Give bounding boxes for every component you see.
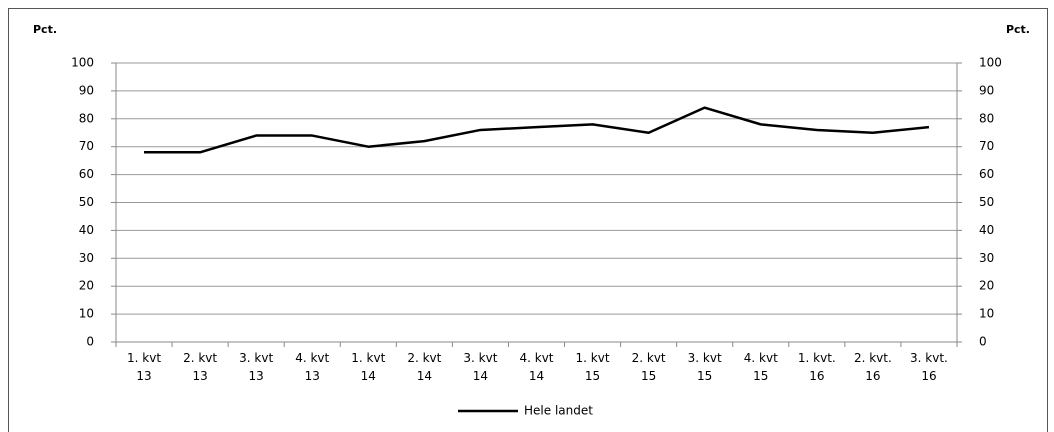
y2-tick-label: 100 <box>979 56 1002 70</box>
y2-tick-label: 80 <box>979 111 994 125</box>
x-tick-label-line: 1. kvt. <box>798 351 836 365</box>
y2-tick-label: 20 <box>979 279 994 293</box>
y2-tick-label: 40 <box>979 223 994 237</box>
x-tick-label-line: 16 <box>865 369 880 383</box>
x-tick-label-line: 2. kvt <box>183 351 217 365</box>
x-tick-label: 3. kvt. 16 <box>910 351 948 383</box>
x-tick-label-line: 2. kvt <box>407 351 441 365</box>
y-tick-label: 30 <box>79 251 94 265</box>
x-tick-label-line: 2. kvt <box>632 351 666 365</box>
x-tick-label: 2. kvt 15 <box>632 351 666 383</box>
x-tick-label-line: 3. kvt <box>463 351 497 365</box>
x-tick-label: 1. kvt 15 <box>576 351 610 383</box>
y-tick-label: 50 <box>79 195 94 209</box>
x-tick-label-line: 13 <box>305 369 320 383</box>
legend-label: Hele landet <box>524 404 593 418</box>
y-tick-label: 20 <box>79 279 94 293</box>
x-tick-label: 4. kvt 13 <box>295 351 329 383</box>
y-tick-label: 40 <box>79 223 94 237</box>
y-tick-label: 10 <box>79 307 94 321</box>
x-tick-label-line: 15 <box>585 369 600 383</box>
x-tick-label-line: 3. kvt <box>688 351 722 365</box>
y2-axis-label: Pct. <box>1006 23 1030 36</box>
x-tick-label-line: 14 <box>361 369 376 383</box>
x-tick-label-line: 2. kvt. <box>854 351 892 365</box>
x-tick-label-line: 13 <box>249 369 264 383</box>
x-tick-label: 4. kvt 14 <box>519 351 553 383</box>
y-tick-label: 80 <box>79 111 94 125</box>
x-tick-label: 1. kvt 13 <box>127 351 161 383</box>
x-tick-label: 2. kvt 13 <box>183 351 217 383</box>
x-tick-label-line: 13 <box>136 369 151 383</box>
y2-tick-label: 0 <box>979 335 987 349</box>
y-tick-label: 100 <box>71 56 94 70</box>
x-tick-label-line: 15 <box>697 369 712 383</box>
x-tick-label-line: 4. kvt <box>519 351 553 365</box>
x-tick-label: 2. kvt 14 <box>407 351 441 383</box>
x-tick-label-line: 1. kvt <box>576 351 610 365</box>
x-tick-label-line: 4. kvt <box>295 351 329 365</box>
y2-tick-label: 60 <box>979 167 994 181</box>
x-tick-label: 3. kvt 13 <box>239 351 273 383</box>
x-tick-label: 1. kvt 14 <box>351 351 385 383</box>
x-tick-label-line: 4. kvt <box>744 351 778 365</box>
y-tick-label: 70 <box>79 139 94 153</box>
y-tick-label: 60 <box>79 167 94 181</box>
y-tick-label: 0 <box>86 335 94 349</box>
x-tick-label-line: 14 <box>473 369 488 383</box>
x-tick-label: 4. kvt 15 <box>744 351 778 383</box>
y-tick-label: 90 <box>79 83 94 97</box>
x-tick-label-line: 16 <box>921 369 936 383</box>
y2-tick-label: 50 <box>979 195 994 209</box>
x-tick-label-line: 1. kvt <box>127 351 161 365</box>
x-tick-label-line: 14 <box>417 369 432 383</box>
y2-tick-label: 30 <box>979 251 994 265</box>
x-tick-label-line: 3. kvt <box>239 351 273 365</box>
x-tick-label-line: 14 <box>529 369 544 383</box>
x-tick-label-line: 1. kvt <box>351 351 385 365</box>
x-tick-label: 3. kvt 14 <box>463 351 497 383</box>
y-axis-label: Pct. <box>33 23 57 36</box>
y2-tick-label: 10 <box>979 307 994 321</box>
x-tick-label-line: 16 <box>809 369 824 383</box>
x-tick-label: 1. kvt. 16 <box>798 351 836 383</box>
x-tick-label-line: 13 <box>192 369 207 383</box>
x-tick-label: 2. kvt. 16 <box>854 351 892 383</box>
y2-tick-label: 70 <box>979 139 994 153</box>
series-line <box>144 106 930 154</box>
y2-tick-label: 90 <box>979 83 994 97</box>
chart-frame <box>8 8 1048 432</box>
x-tick-label-line: 15 <box>641 369 656 383</box>
x-tick-label-line: 3. kvt. <box>910 351 948 365</box>
x-tick-label: 3. kvt 15 <box>688 351 722 383</box>
x-tick-label-line: 15 <box>753 369 768 383</box>
